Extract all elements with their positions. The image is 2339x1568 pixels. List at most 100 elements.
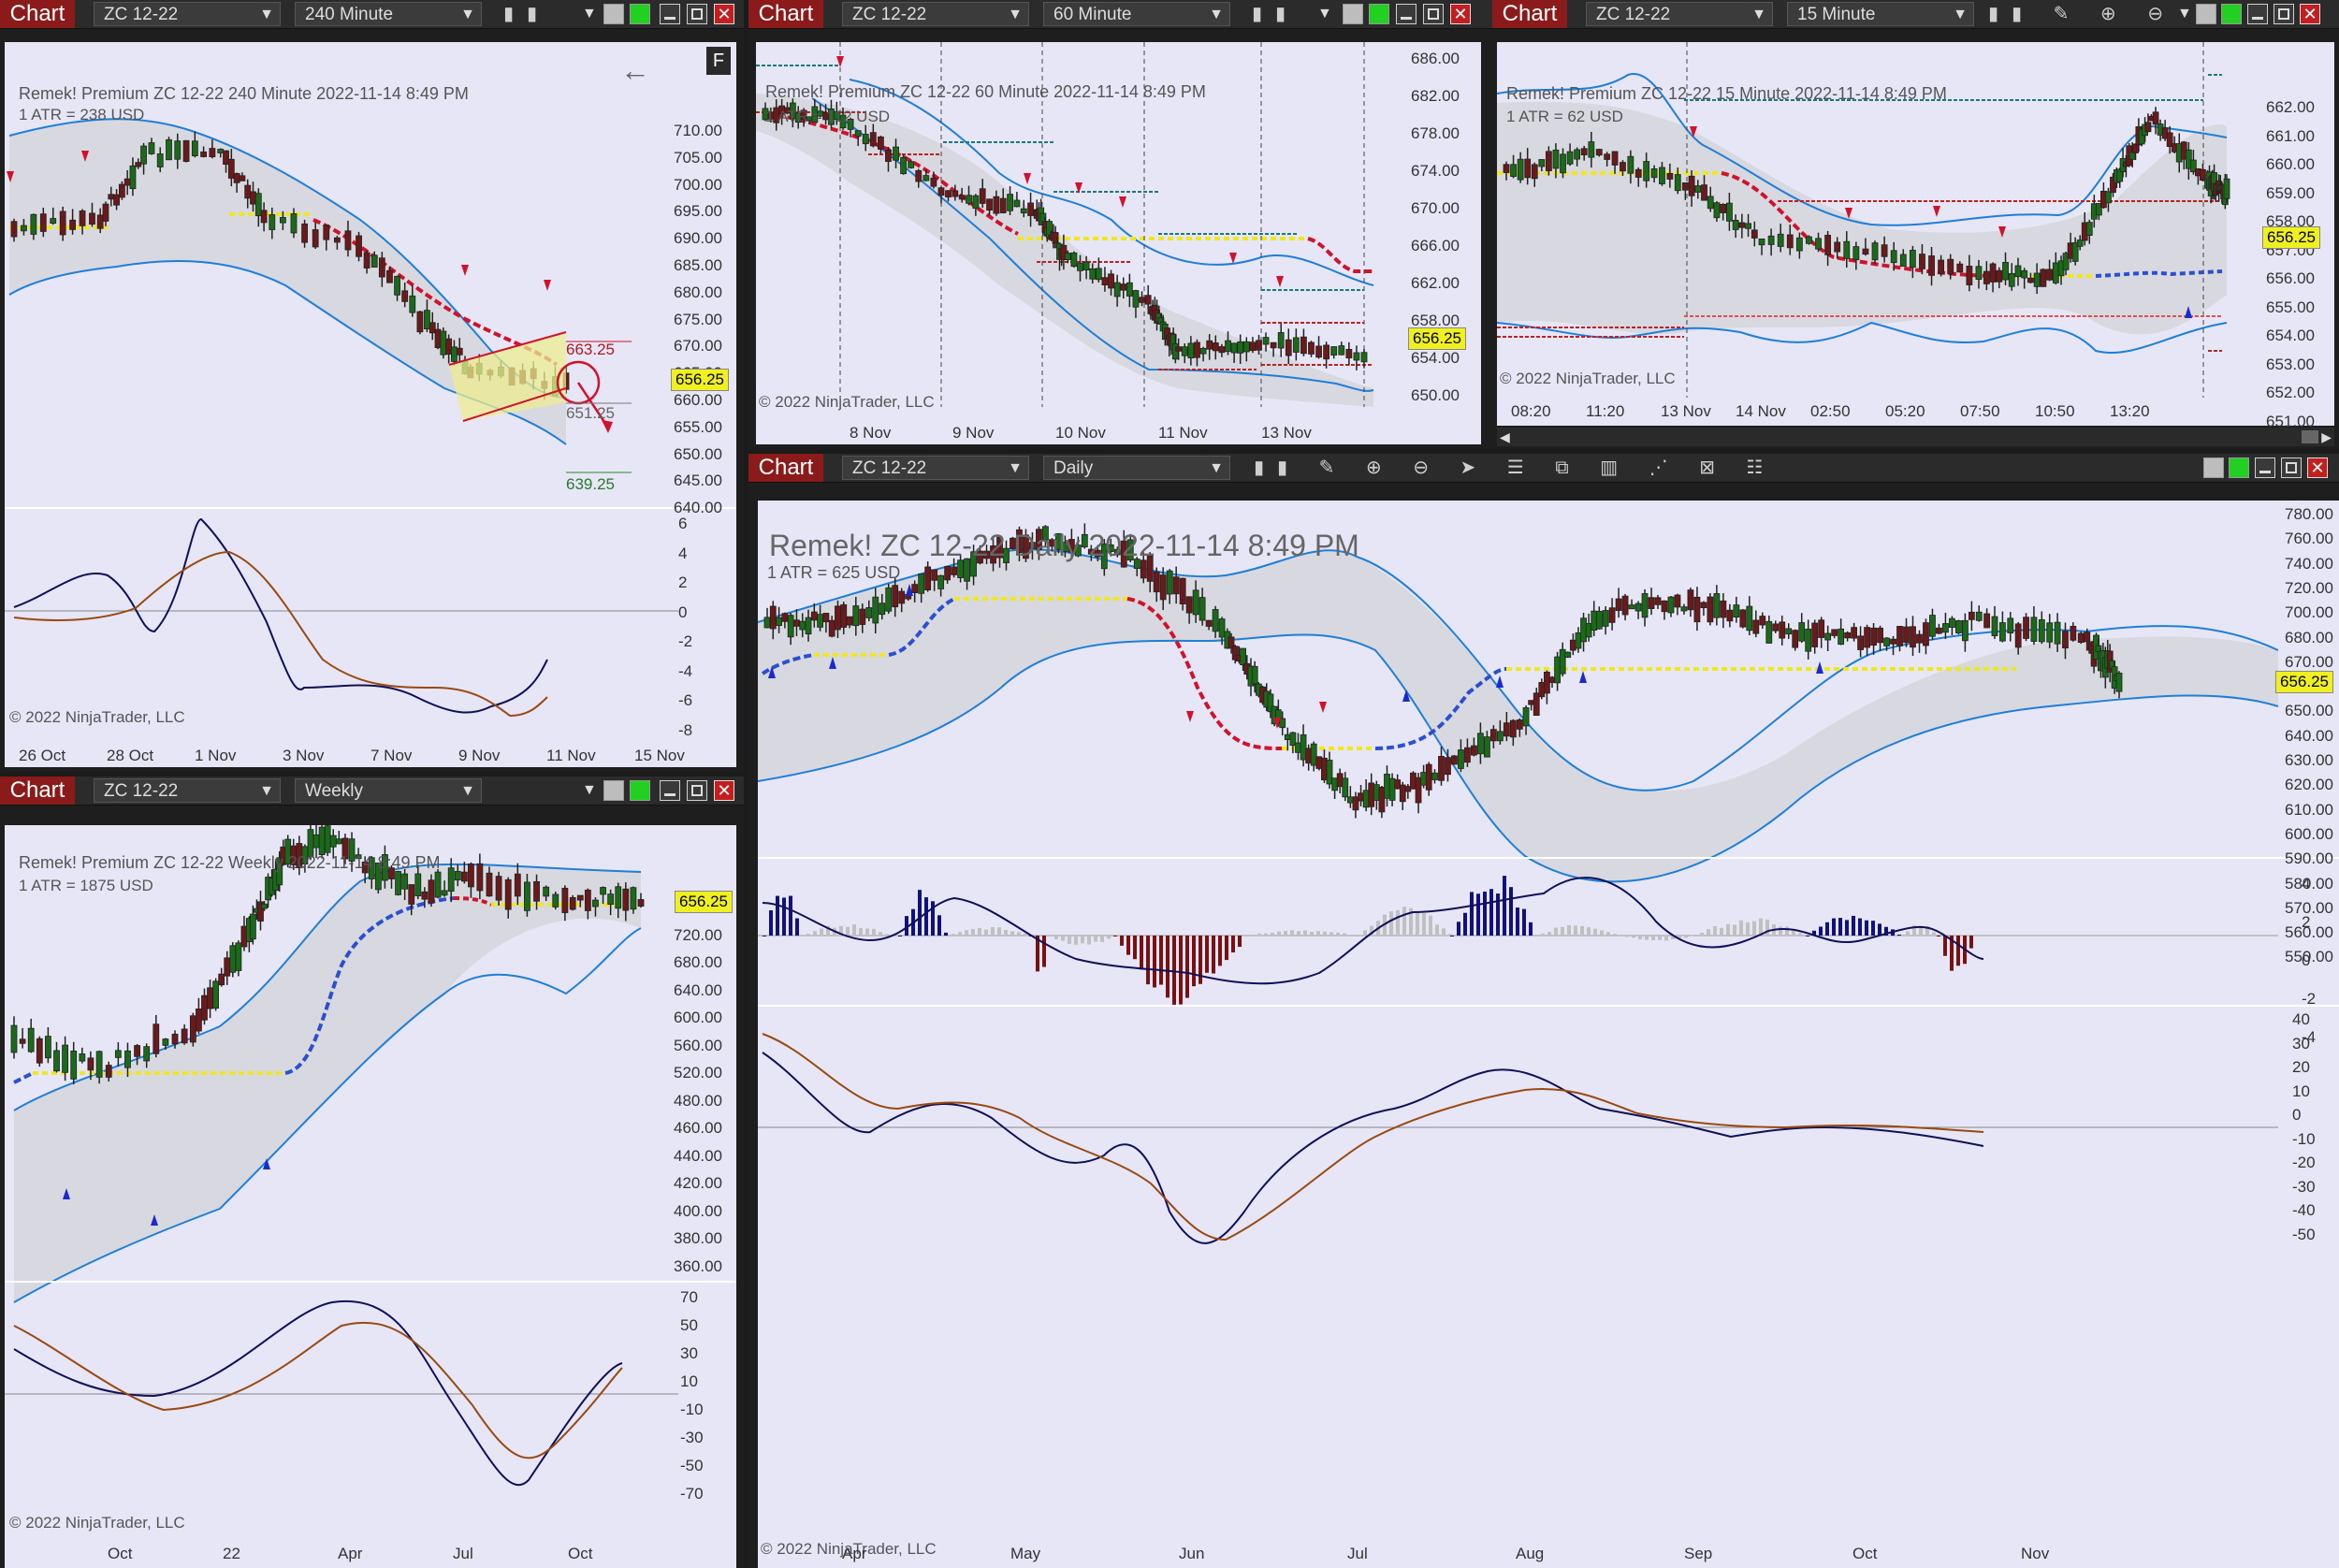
close-button[interactable]: ✕ <box>714 4 734 24</box>
chart-plot-area[interactable]: Remek! Premium ZC 12-22 Weekly 2022-11-1… <box>5 825 736 1568</box>
back-arrow-icon[interactable]: ← <box>620 53 650 87</box>
instrument-selector[interactable]: ZC 12-22 ▼ <box>842 456 1029 480</box>
candle-body <box>1949 617 1955 628</box>
status-indicator[interactable] <box>2229 457 2249 478</box>
time-axis[interactable]: 08:20 11:20 13 Nov 14 Nov 02:50 05:20 07:50 10:… <box>1497 399 2245 423</box>
maximize-button[interactable] <box>687 780 707 801</box>
chart-tab[interactable]: Chart <box>748 454 823 482</box>
chart-plot-area[interactable]: Remek! Premium ZC 12-22 60 Minute 2022-1… <box>756 42 1481 444</box>
maximize-button[interactable] <box>687 4 707 24</box>
histogram-bar <box>978 927 981 936</box>
histogram-bar <box>1329 932 1333 936</box>
minimize-button[interactable] <box>2247 4 2268 24</box>
maximize-button[interactable] <box>2281 457 2302 478</box>
candle-body <box>1315 345 1322 358</box>
period-selector[interactable]: 240 Minute ▼ <box>295 2 482 26</box>
scroll-left-icon[interactable]: ◀ <box>1500 429 1510 444</box>
minimize-button[interactable] <box>1396 4 1416 24</box>
chart-tab[interactable]: Chart <box>1492 0 1567 28</box>
status-indicator[interactable] <box>2221 4 2242 24</box>
scroll-thumb[interactable] <box>2302 430 2318 443</box>
chart-tools-icon[interactable]: ▮▮ ✎ ⊕ ⊖ ➤ ☰ ⧉ ▥ ⋰ ⊠ ☷ <box>1254 457 1777 478</box>
bar-style-icon[interactable]: ▮▮ <box>1252 4 1300 24</box>
time-axis[interactable]: 8 Nov 9 Nov 10 Nov 11 Nov 13 Nov <box>756 421 1402 444</box>
time-axis[interactable]: Oct 22 Apr Jul Oct <box>5 1542 660 1565</box>
candle-body <box>2007 617 2014 633</box>
axis-label: 600.00 <box>674 1009 722 1026</box>
axis-label: -40 <box>2292 1201 2316 1219</box>
link-button[interactable] <box>1343 4 1363 24</box>
histogram-bar <box>1878 923 1881 936</box>
candle-body <box>1998 622 2006 642</box>
status-indicator[interactable] <box>630 4 650 24</box>
instrument-selector[interactable]: ZC 12-22 ▼ <box>842 2 1029 26</box>
candle-body <box>1373 784 1380 801</box>
chart-plot-area[interactable]: Remek! Premium ZC 12-22 240 Minute 2022-… <box>5 42 736 767</box>
candle-body <box>45 1036 51 1059</box>
status-indicator[interactable] <box>1369 4 1389 24</box>
close-button[interactable]: ✕ <box>714 780 734 801</box>
link-button[interactable] <box>2203 457 2224 478</box>
histogram-bar <box>1349 934 1353 936</box>
maximize-button[interactable] <box>1423 4 1444 24</box>
chart-tab[interactable]: Chart <box>0 777 75 805</box>
candle-body <box>249 913 256 940</box>
chart-plot-area[interactable]: Remek! ZC 12-22 Daily 2022-11-14 8:49 PM… <box>758 501 2339 1568</box>
bar-style-icon[interactable]: ▮▮ <box>503 4 551 24</box>
axis-label: 650.00 <box>2285 702 2333 720</box>
candle-body <box>1806 236 1812 244</box>
maximize-button[interactable] <box>2274 4 2294 24</box>
histogram-bar <box>1100 936 1104 942</box>
close-button[interactable]: ✕ <box>1450 4 1471 24</box>
minimize-button[interactable] <box>660 780 680 801</box>
candle-body <box>1687 589 1694 611</box>
link-button[interactable] <box>603 4 624 24</box>
candle-body <box>1811 622 1819 647</box>
candle-body <box>62 1044 69 1073</box>
instrument-selector[interactable]: ZC 12-22 ▼ <box>94 2 281 26</box>
candle-body <box>1212 342 1219 352</box>
chevron-down-icon[interactable]: ▼ <box>1317 6 1332 22</box>
chart-window-60min: Chart ZC 12-22 ▼ 60 Minute ▼ ▮▮ ▼ ✕ <box>748 0 1492 449</box>
chevron-down-icon[interactable]: ▼ <box>582 782 597 798</box>
candle-body <box>1560 153 1566 174</box>
scroll-right-icon[interactable]: ▶ <box>2321 429 2332 444</box>
axis-label: Jul <box>453 1545 473 1562</box>
candle-body <box>1172 576 1180 595</box>
chevron-down-icon[interactable]: ▼ <box>582 6 597 22</box>
minimize-button[interactable] <box>2255 457 2275 478</box>
link-button[interactable] <box>2196 4 2216 24</box>
chart-tab[interactable]: Chart <box>0 0 75 28</box>
chevron-down-icon[interactable]: ▼ <box>2177 6 2192 22</box>
chart-tab[interactable]: Chart <box>748 0 823 28</box>
candle-body <box>156 153 164 167</box>
minimize-button[interactable] <box>660 4 680 24</box>
period-selector[interactable]: 60 Minute ▼ <box>1043 2 1230 26</box>
instrument-selector[interactable]: ZC 12-22 ▼ <box>94 778 281 803</box>
close-button[interactable]: ✕ <box>2300 4 2320 24</box>
channel-lower-line <box>462 387 567 422</box>
chart-plot-area[interactable]: Remek! Premium ZC 12-22 15 Minute 2022-1… <box>1497 42 2334 430</box>
status-indicator[interactable] <box>630 780 650 801</box>
axis-label: 675.00 <box>674 310 722 328</box>
instrument-selector[interactable]: ZC 12-22 ▼ <box>1586 2 1773 26</box>
horizontal-scrollbar[interactable]: ◀ ▶ <box>1497 428 2334 446</box>
histogram-bar <box>1310 931 1314 936</box>
chart-window-240min: Chart ZC 12-22 ▼ 240 Minute ▼ ▮▮ ▼ ✕ <box>0 0 744 772</box>
period-selector[interactable]: Daily ▼ <box>1043 456 1230 480</box>
histogram-bar <box>1435 924 1439 936</box>
period-selector[interactable]: Weekly ▼ <box>295 778 482 803</box>
time-axis[interactable]: 26 Oct 28 Oct 1 Nov 3 Nov 7 Nov 9 Nov 11 Nov 15… <box>5 744 736 767</box>
time-axis[interactable]: Apr May Jun Jul Aug Sep Oct Nov <box>758 1542 2283 1565</box>
candle-body <box>1628 604 1635 610</box>
close-button[interactable]: ✕ <box>2307 457 2328 478</box>
candle-body <box>1262 337 1270 345</box>
candle-body <box>2008 272 2015 287</box>
histogram-bar <box>1126 936 1130 955</box>
candle-body <box>1300 336 1307 355</box>
draw-tools-icon[interactable]: ▮▮ ✎ ⊕ ⊖ <box>1988 4 2176 24</box>
period-selector[interactable]: 15 Minute ▼ <box>1787 2 1974 26</box>
candle-body <box>87 1057 94 1071</box>
link-button[interactable] <box>603 780 624 801</box>
f-button[interactable]: F <box>706 47 731 75</box>
